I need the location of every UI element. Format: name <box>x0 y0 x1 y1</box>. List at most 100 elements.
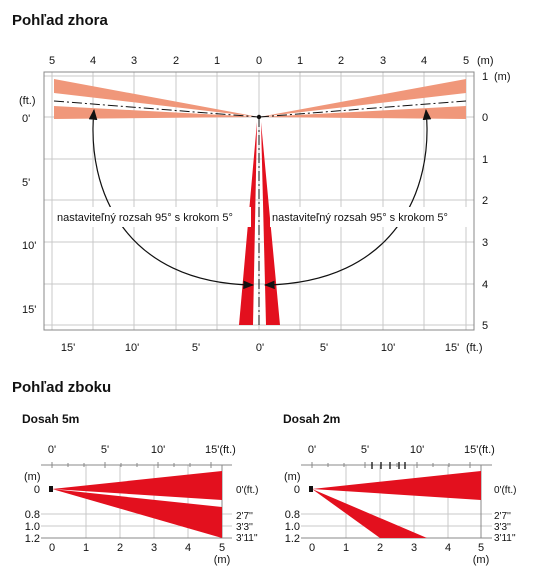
ft-label: 3'11'' <box>236 533 258 544</box>
side-view-title: Pohľad zboku <box>12 379 111 396</box>
beam-lower <box>52 489 222 538</box>
panel-y-m-ticks: 0 0.8 1.0 1.2 <box>285 484 300 545</box>
panel-m-unit: (m) <box>284 471 301 483</box>
tick-label: 0' <box>48 444 56 456</box>
tick-label: 1.2 <box>25 533 40 545</box>
tick-label: 0' <box>22 113 30 125</box>
top-view-title: Pohľad zhora <box>12 12 108 29</box>
tick-label: 15'(ft.) <box>464 444 495 456</box>
range-arc-left <box>88 108 255 290</box>
tick-label: 5 <box>463 55 469 67</box>
tick-label: 0 <box>309 542 315 554</box>
sensor-icon <box>309 486 313 492</box>
panel-x-m-unit: (m) <box>473 554 490 566</box>
top-view-y-m-unit: (m) <box>494 71 511 83</box>
tick-label: 5 <box>219 542 225 554</box>
tick-label: 3 <box>380 55 386 67</box>
tick-label: 3 <box>482 237 488 249</box>
tick-label: 10' <box>410 444 424 456</box>
tick-label: 5 <box>482 320 488 332</box>
tick-label: 2 <box>377 542 383 554</box>
panel-x-m-unit: (m) <box>214 554 231 566</box>
tick-label: 10' <box>151 444 165 456</box>
ft-label: 3'3'' <box>236 522 253 533</box>
range-arc-right <box>263 108 432 290</box>
adjustment-marks <box>371 462 406 469</box>
tick-label: 2 <box>117 542 123 554</box>
ft-label: 2'7'' <box>494 511 511 522</box>
panel-x-m-ticks: 0 1 2 3 4 5 (m) <box>49 542 230 566</box>
top-view-x-ft-unit: (ft.) <box>466 342 483 354</box>
annotation-right-bg <box>270 207 468 227</box>
beam-upper <box>312 471 481 500</box>
tick-label: 5' <box>101 444 109 456</box>
tick-label: 15' <box>22 304 36 316</box>
sensor-origin <box>256 114 262 120</box>
beam-upper-right <box>259 79 466 117</box>
tick-label: 5' <box>361 444 369 456</box>
tick-label: 4 <box>185 542 191 554</box>
panel-ft-ticks: 0' 5' 10' <box>308 444 424 456</box>
ft-label: 3'3'' <box>494 522 511 533</box>
tick-label: 1 <box>482 71 488 83</box>
tick-label: 15'(ft.) <box>205 444 236 456</box>
tick-label: 4 <box>482 279 488 291</box>
tick-label: 10' <box>125 342 139 354</box>
tick-label: 1.0 <box>285 521 300 533</box>
tick-label: 0 <box>256 55 262 67</box>
tick-label: 2 <box>482 195 488 207</box>
top-view-y-ft-ticks: 0' 5' 10' 15' <box>22 113 36 316</box>
panel-y-m-ticks: 0 0.8 1.0 1.2 <box>25 484 40 545</box>
annotation-left: nastaviteľný rozsah 95° s krokom 5° <box>57 212 233 224</box>
tick-label: 1 <box>482 154 488 166</box>
tick-label: 3 <box>411 542 417 554</box>
annotation-left-bg <box>55 207 251 227</box>
tick-label: 2 <box>338 55 344 67</box>
tick-label: 4 <box>90 55 96 67</box>
side-panel-range-2m: Dosah 2m 0' 5' 10' 15'(ft.) <box>283 412 516 566</box>
panel-ft-ticks: 0' 5' 10' <box>48 444 165 456</box>
tick-label: 0.8 <box>25 509 40 521</box>
tick-label: 10' <box>22 240 36 252</box>
tick-label: 5 <box>478 542 484 554</box>
tick-label: 1 <box>83 542 89 554</box>
tick-label: 5' <box>22 177 30 189</box>
panel-m-unit: (m) <box>24 471 41 483</box>
top-view-y-ft-unit: (ft.) <box>19 95 36 107</box>
panel-right-ft-labels: 0'(ft.) 2'7'' 3'3'' 3'11'' <box>494 485 516 544</box>
panel-x-m-ticks: 0 1 2 3 4 5 (m) <box>309 542 489 566</box>
tick-label: 0' <box>308 444 316 456</box>
tick-label: 4 <box>421 55 427 67</box>
sensor-icon <box>49 486 53 492</box>
side-panel-range-5m: Dosah 5m 0' 5' 10' 15'(ft.) (m) 0 <box>22 412 258 566</box>
tick-label: 5 <box>49 55 55 67</box>
tick-label: 0 <box>49 542 55 554</box>
tick-label: 5' <box>192 342 200 354</box>
tick-label: 5' <box>320 342 328 354</box>
tick-label: 2 <box>173 55 179 67</box>
tick-label: 0' <box>256 342 264 354</box>
tick-label: 3 <box>131 55 137 67</box>
tick-label: 0 <box>294 484 300 496</box>
ft-label: 0'(ft.) <box>494 485 516 496</box>
tick-label: 0 <box>34 484 40 496</box>
annotation-right: nastaviteľný rozsah 95° s krokom 5° <box>272 212 448 224</box>
tick-label: 0.8 <box>285 509 300 521</box>
top-view-x-ft-ticks: 15' 10' 5' 0' 5' 10' 15' <box>61 342 459 354</box>
beam-upper <box>52 471 222 500</box>
top-view-x-m-ticks: 5 4 3 2 1 0 1 2 3 4 5 <box>49 55 469 67</box>
panel-title: Dosah 2m <box>283 412 340 426</box>
tick-label: 15' <box>61 342 75 354</box>
top-view-y-m-ticks: 1 0 1 2 3 4 5 <box>482 71 488 332</box>
tick-label: 10' <box>381 342 395 354</box>
tick-label: 0 <box>482 112 488 124</box>
top-view-x-m-unit: (m) <box>477 55 494 67</box>
top-view-frame <box>43 71 475 331</box>
tick-label: 3 <box>151 542 157 554</box>
tick-label: 4 <box>445 542 451 554</box>
tick-label: 15' <box>445 342 459 354</box>
ft-label: 3'11'' <box>494 533 516 544</box>
tick-label: 1.2 <box>285 533 300 545</box>
top-view-horizontal-beams <box>54 79 466 119</box>
